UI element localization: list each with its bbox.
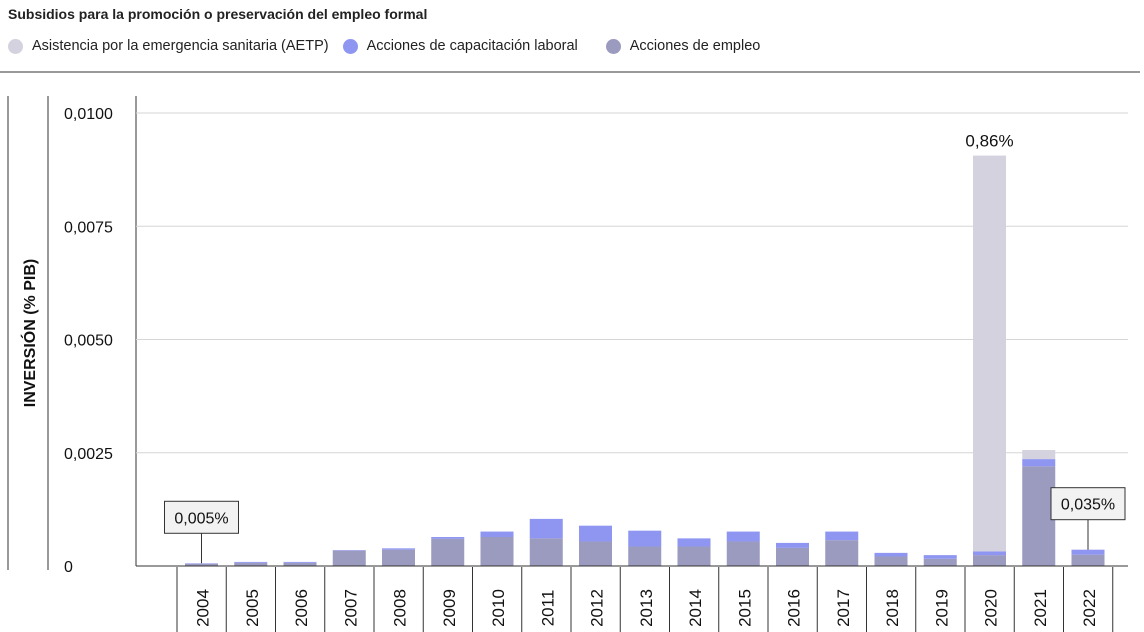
bar-segment bbox=[677, 546, 711, 566]
bar-segment bbox=[677, 538, 711, 547]
bar-segment bbox=[726, 531, 760, 542]
x-tick-label: 2019 bbox=[932, 589, 951, 627]
bar-segment bbox=[431, 538, 465, 566]
bar-segment bbox=[973, 551, 1006, 556]
x-tick-label: 2016 bbox=[785, 589, 804, 627]
x-tick-label: 2007 bbox=[341, 589, 360, 627]
y-tick-label: 0,0075 bbox=[64, 219, 113, 236]
annotation-box bbox=[1050, 487, 1126, 521]
bar-segment bbox=[480, 537, 514, 566]
bar-segment bbox=[1022, 466, 1056, 566]
legend: Asistencia por la emergencia sanitaria (… bbox=[8, 38, 788, 54]
y-tick-labels: 0 0,0025 0,0050 0,0075 0,0100 bbox=[64, 106, 113, 576]
bar-segment bbox=[1071, 554, 1105, 566]
legend-item-empleo: Acciones de empleo bbox=[605, 38, 761, 54]
y-tick-label: 0,0050 bbox=[64, 333, 113, 350]
bar-segment bbox=[874, 556, 908, 566]
legend-swatch-empleo bbox=[605, 38, 621, 54]
gridlines bbox=[136, 112, 1128, 454]
legend-label-aetp: Asistencia por la emergencia sanitaria (… bbox=[32, 38, 329, 54]
bar-segment bbox=[579, 525, 612, 542]
x-tick-label: 2021 bbox=[1031, 589, 1050, 627]
bar-segment bbox=[529, 518, 563, 539]
bar-segment bbox=[332, 550, 366, 566]
x-tick-label: 2022 bbox=[1080, 589, 1099, 627]
legend-label-empleo: Acciones de empleo bbox=[629, 38, 761, 54]
bar-segment bbox=[234, 562, 268, 566]
bar-segment bbox=[185, 563, 218, 564]
bar-segment bbox=[628, 530, 662, 547]
bar-segment bbox=[1022, 459, 1056, 467]
bar-segment bbox=[382, 549, 415, 566]
x-tick-label: 2015 bbox=[735, 589, 754, 627]
bar-segment bbox=[726, 541, 760, 566]
x-tick-label: 2012 bbox=[588, 589, 607, 627]
bar-segment bbox=[973, 155, 1006, 552]
x-tick-label: 2014 bbox=[686, 589, 705, 627]
bar-annotation: 0,005% bbox=[174, 510, 228, 527]
x-axis: 2004 2005 2006 2007 2008 2009 2010 2011 2012 2013… bbox=[136, 565, 1128, 632]
bar-segment bbox=[579, 541, 612, 566]
bar-segment bbox=[283, 562, 317, 566]
x-tick-label: 2008 bbox=[391, 589, 410, 627]
bar-segment bbox=[776, 542, 809, 548]
x-tick-label: 2013 bbox=[637, 589, 656, 627]
bar-segment bbox=[185, 563, 218, 566]
y-tick-label: 0 bbox=[64, 559, 73, 576]
bar-segment bbox=[480, 531, 514, 538]
legend-item-aetp: Asistencia por la emergencia sanitaria (… bbox=[8, 38, 329, 54]
bar-segment bbox=[1022, 450, 1056, 460]
x-tick-label: 2009 bbox=[440, 589, 459, 627]
bar-segment bbox=[825, 540, 859, 566]
bar-segment bbox=[923, 555, 957, 559]
x-tick-label: 2020 bbox=[982, 589, 1001, 627]
legend-item-capacitacion: Acciones de capacitación laboral bbox=[342, 38, 578, 54]
bar-segment bbox=[825, 531, 859, 541]
chart-title: Subsidios para la promoción o preservaci… bbox=[8, 6, 428, 22]
bar-segment bbox=[628, 546, 662, 566]
bar-segment bbox=[973, 555, 1006, 566]
bars bbox=[185, 155, 1105, 566]
legend-swatch-aetp bbox=[8, 38, 23, 54]
bar-segment bbox=[332, 550, 366, 551]
legend-swatch-capacitacion bbox=[342, 38, 358, 54]
y-tick-label: 0,0100 bbox=[64, 106, 113, 123]
bar-segment bbox=[283, 561, 317, 563]
x-tick-label: 2010 bbox=[489, 589, 508, 627]
x-tick-label: 2011 bbox=[538, 590, 557, 627]
x-tick-label: 2006 bbox=[292, 589, 311, 627]
bar-segment bbox=[1071, 549, 1105, 555]
bar-segment bbox=[529, 538, 563, 566]
bar-segment bbox=[431, 537, 465, 539]
bar-segment bbox=[382, 548, 415, 550]
x-tick-label: 2017 bbox=[834, 589, 853, 627]
bar-segment bbox=[923, 558, 957, 566]
y-tick-label: 0,0025 bbox=[64, 446, 113, 463]
legend-label-capacitacion: Acciones de capacitación laboral bbox=[366, 38, 578, 54]
annotations: 0,005% 0,86% 0,035% bbox=[164, 132, 1126, 564]
annotation-box bbox=[164, 500, 239, 534]
bar-annotation: 0,035% bbox=[1061, 497, 1115, 514]
x-tick-label: 2018 bbox=[883, 589, 902, 627]
y-axis-label: INVERSIÓN (% PIB) bbox=[20, 259, 39, 407]
bar-segment bbox=[234, 561, 268, 563]
x-tick-label: 2005 bbox=[243, 589, 262, 627]
bar-annotation: 0,86% bbox=[965, 132, 1013, 151]
bar-segment bbox=[776, 547, 809, 566]
x-tick-label: 2004 bbox=[194, 589, 213, 627]
bar-segment bbox=[874, 552, 908, 557]
